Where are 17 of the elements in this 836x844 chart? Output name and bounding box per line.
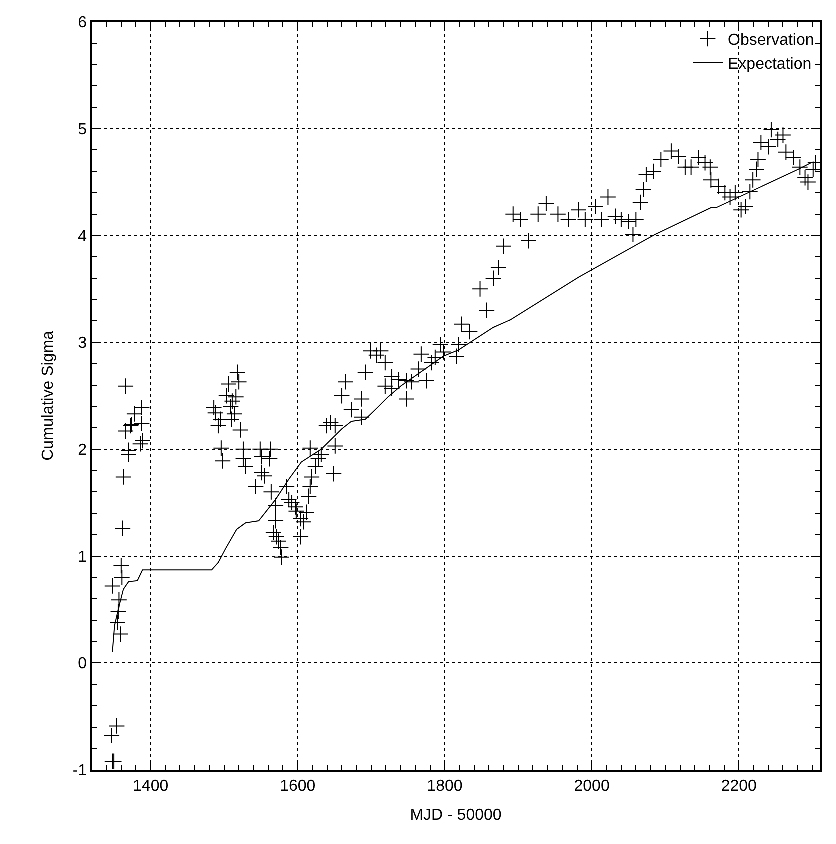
legend-label: Observation — [728, 32, 814, 50]
y-tick-label: 5 — [78, 121, 88, 138]
y-axis-title: Cumulative Sigma — [40, 330, 58, 461]
x-tick-label: 2200 — [721, 778, 758, 795]
x-tick-label: 1400 — [133, 778, 169, 795]
y-tick-label: 3 — [78, 335, 88, 352]
y-tick-label: 0 — [78, 656, 88, 673]
y-tick-label: -1 — [72, 762, 88, 780]
y-tick-label: 4 — [78, 228, 88, 246]
y-tick-label: 2 — [78, 442, 88, 460]
x-axis-title: MJD - 50000 — [410, 807, 502, 824]
y-tick-label: 6 — [78, 14, 88, 32]
x-tick-label: 2000 — [574, 778, 610, 795]
legend-label: Expectation — [728, 56, 812, 73]
y-tick-label: 1 — [78, 548, 88, 566]
x-tick-label: 1800 — [427, 778, 463, 795]
x-tick-label: 1600 — [280, 778, 316, 795]
